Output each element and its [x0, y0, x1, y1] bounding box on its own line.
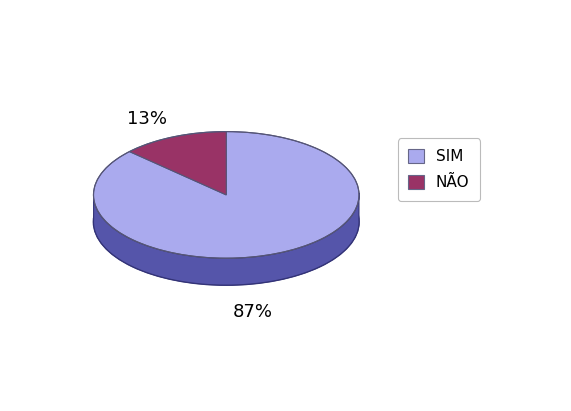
Legend: SIM, NÃO: SIM, NÃO: [397, 139, 480, 201]
Polygon shape: [130, 132, 226, 195]
Polygon shape: [94, 192, 359, 285]
Text: 13%: 13%: [127, 110, 167, 128]
Polygon shape: [94, 132, 359, 258]
Text: 87%: 87%: [233, 303, 273, 321]
Ellipse shape: [94, 159, 359, 285]
